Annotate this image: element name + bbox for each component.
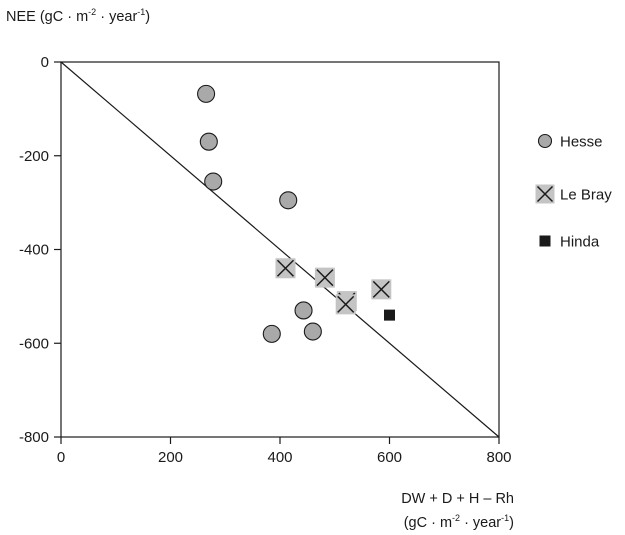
x-axis-title-line2: (gC · m-2 · year-1) (404, 513, 514, 531)
point-hinda (384, 309, 395, 321)
point-hesse (197, 84, 216, 103)
point-hesse (204, 172, 223, 191)
legend-label: Hesse (560, 134, 603, 151)
legend-item-le-bray: Le Bray (535, 184, 612, 204)
y-tick-label: 0 (41, 54, 49, 71)
x-tick-label: 400 (267, 449, 292, 466)
legend-item-hesse: Hesse (537, 133, 603, 151)
reference-line (60, 61, 500, 438)
legend-label: Hinda (560, 234, 600, 251)
legend-label: Le Bray (560, 187, 612, 204)
legend-marker (539, 235, 551, 247)
legend-marker (537, 133, 553, 149)
point-hesse (279, 191, 298, 210)
point-hesse (262, 324, 281, 343)
y-tick-label: -400 (19, 242, 49, 259)
point-le-bray (371, 279, 392, 300)
x-tick-label: 0 (57, 449, 65, 466)
point-le-bray (275, 258, 296, 279)
y-tick-label: -600 (19, 335, 49, 352)
point-hesse (199, 132, 218, 151)
x-tick-label: 800 (486, 449, 511, 466)
x-tick-label: 600 (377, 449, 402, 466)
legend-marker (535, 184, 555, 204)
x-tick-label: 200 (158, 449, 183, 466)
point-hesse (294, 301, 313, 320)
point-hesse (303, 322, 322, 341)
x-axis-title-line1: DW + D + H – Rh (401, 491, 514, 507)
point-le-bray (314, 267, 335, 288)
y-tick-label: -800 (19, 429, 49, 446)
y-tick-label: -200 (19, 148, 49, 165)
point-le-bray (335, 294, 356, 315)
y-axis-title: NEE (gC · m-2 · year-1) (6, 7, 150, 25)
legend-item-hinda: Hinda (539, 234, 600, 251)
